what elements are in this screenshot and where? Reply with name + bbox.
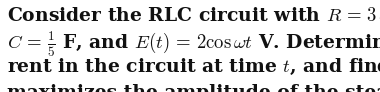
Text: rent in the circuit at time $t$, and find the value of $\omega$ that: rent in the circuit at time $t$, and fin… bbox=[7, 57, 380, 77]
Text: $C\,{=}\,\frac{1}{5}$ F, and $E(t)\,{=}\,2\cos\omega t$ V. Determine the cur-: $C\,{=}\,\frac{1}{5}$ F, and $E(t)\,{=}\… bbox=[7, 30, 380, 59]
Text: maximizes the amplitude of the steady-state current.: maximizes the amplitude of the steady-st… bbox=[7, 84, 380, 92]
Text: Consider the RLC circuit with $R\,{=}\,3\,\Omega$, $L\,{=}\,\frac{1}{2}$ H,: Consider the RLC circuit with $R\,{=}\,3… bbox=[7, 3, 380, 32]
